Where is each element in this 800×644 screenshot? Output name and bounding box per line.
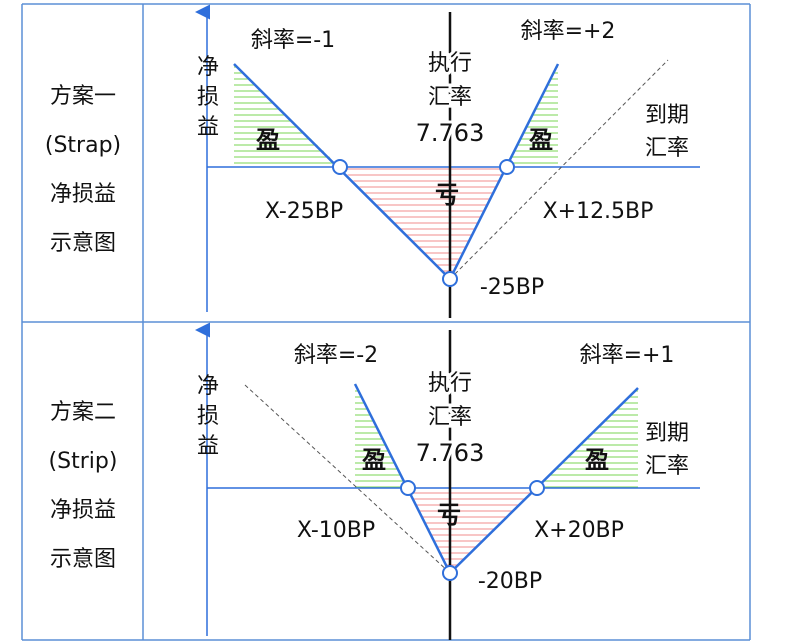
- panel-2-y-label-3: 益: [197, 434, 219, 459]
- panel-2-label-line-3: 净损益: [49, 498, 116, 523]
- panel-2-y-label-2: 损: [197, 404, 219, 429]
- panel-1-label-line-1: 方案一: [49, 84, 116, 109]
- panel-1-right-breakeven-label: X+12.5BP: [543, 199, 654, 224]
- panel-2-strike-value: 7.763: [416, 439, 485, 467]
- panel-1-left-breakeven-label: X-25BP: [265, 199, 343, 224]
- panel-2-right-breakeven-point: [529, 480, 545, 496]
- panel-2-strike-label-1: 执行: [428, 371, 472, 396]
- panel-2-label-line-1: 方案二: [49, 400, 116, 425]
- panel-1-label-line-4: 示意图: [49, 231, 116, 256]
- panel-2-right-profit-label: 盈: [584, 446, 609, 474]
- panel-1-strike-value: 7.763: [416, 119, 485, 147]
- panel-1-minimum-label: -25BP: [480, 275, 544, 300]
- table-frame: [21, 3, 751, 641]
- panel-2-strike-label-2: 汇率: [428, 405, 472, 430]
- panel-1-loss-area: [340, 167, 507, 279]
- panel-2-left-slope-label: 斜率=-2: [294, 343, 378, 368]
- panel-2-y-label-1: 净: [197, 374, 219, 399]
- panel-2-x-label-1: 到期: [645, 421, 689, 446]
- panel-1-loss-label: 亏: [435, 181, 459, 209]
- panel-1-left-profit-label: 盈: [255, 126, 280, 154]
- panel-1-dashed-reference: [449, 59, 669, 280]
- panel-2-left-profit-label: 盈: [361, 446, 386, 474]
- panel-2-diagram: 斜率=-2 斜率=+1 净 损 益 执行 汇率 7.763 到期 汇率 盈 盈 …: [195, 322, 700, 640]
- panel-2-row-label: 方案二 (Strip) 净损益 示意图: [24, 388, 142, 584]
- panel-1-label-line-2: (Strap): [44, 133, 122, 158]
- panel-1-x-label-2: 汇率: [645, 136, 689, 161]
- panel-1-minimum-point: [442, 271, 458, 287]
- panel-2-label-line-2: (Strip): [48, 449, 118, 474]
- panel-1-y-label-2: 损: [197, 85, 219, 110]
- panel-1-right-slope-label: 斜率=+2: [521, 19, 616, 44]
- panel-1-strike-label-1: 执行: [428, 51, 472, 76]
- panel-1-y-label-1: 净: [197, 55, 219, 80]
- panel-1-left-slope-label: 斜率=-1: [251, 28, 335, 53]
- panel-2-minimum-label: -20BP: [478, 569, 542, 594]
- panel-2-minimum-point: [442, 565, 458, 581]
- panel-2-x-label-2: 汇率: [645, 454, 689, 479]
- panel-1-left-breakeven-point: [332, 159, 348, 175]
- panel-2-right-slope-label: 斜率=+1: [580, 343, 675, 368]
- panel-1-label-line-3: 净损益: [49, 182, 116, 207]
- panel-1-right-profit-label: 盈: [528, 126, 553, 154]
- panel-2-right-breakeven-label: X+20BP: [534, 518, 624, 543]
- panel-2-loss-label: 亏: [437, 501, 461, 529]
- panel-1-right-breakeven-point: [499, 159, 515, 175]
- panel-1-strike-label-2: 汇率: [428, 85, 472, 110]
- panel-2-left-breakeven-point: [400, 480, 416, 496]
- panel-2-left-breakeven-label: X-10BP: [297, 518, 375, 543]
- panel-1-x-label-1: 到期: [645, 103, 689, 128]
- panel-1-row-label: 方案一 (Strap) 净损益 示意图: [24, 72, 142, 268]
- panel-1-y-label-3: 益: [197, 115, 219, 140]
- panel-2-dashed-reference: [244, 384, 451, 574]
- panel-1-diagram: 斜率=-1 斜率=+2 净 损 益 执行 汇率 7.763 到期 汇率 盈 盈 …: [195, 4, 700, 318]
- panel-2-label-line-4: 示意图: [49, 547, 116, 572]
